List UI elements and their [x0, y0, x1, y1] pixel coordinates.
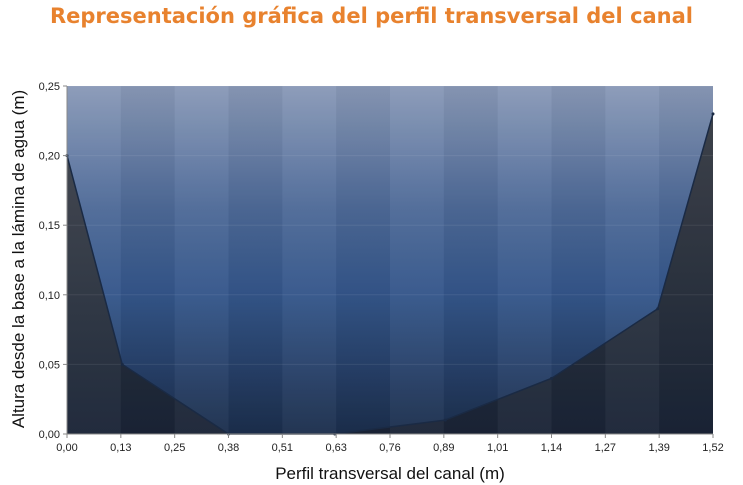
y-tick-label: 0,05	[39, 359, 60, 371]
shade-band	[659, 86, 713, 434]
x-tick-label: 0,63	[325, 442, 346, 454]
shade-band	[444, 86, 498, 434]
x-tick-label: 0,13	[110, 442, 131, 454]
y-tick-label: 0,25	[39, 81, 60, 93]
shade-band	[229, 86, 283, 434]
x-tick-label: 1,01	[487, 442, 508, 454]
channel-area	[67, 86, 713, 434]
y-axis-ticks: 0,00 0,05 0,10 0,15 0,20 0,25	[39, 81, 67, 441]
plot-area	[65, 85, 715, 436]
x-tick-label: 0,00	[56, 442, 77, 454]
bed-line	[66, 113, 714, 435]
y-tick-label: 0,20	[39, 151, 60, 163]
bed-point	[443, 418, 447, 422]
y-tick-label: 0,00	[39, 429, 60, 441]
x-tick-label: 1,27	[595, 442, 616, 454]
x-axis-title: Perfil transversal del canal (m)	[275, 464, 505, 483]
chart-title: Representación gráfica del perfil transv…	[49, 4, 694, 28]
bed-point	[120, 362, 124, 366]
y-tick-label: 0,15	[39, 220, 60, 232]
x-tick-label: 1,39	[648, 442, 669, 454]
x-tick-label: 0,89	[433, 442, 454, 454]
shade-band	[390, 86, 444, 434]
x-tick-label: 0,51	[272, 442, 293, 454]
x-tick-label: 0,76	[379, 442, 400, 454]
bed-point	[550, 376, 553, 380]
bed-point	[711, 112, 715, 116]
x-tick-label: 0,25	[164, 442, 185, 454]
y-tick-label: 0,10	[39, 290, 60, 302]
shade-band	[336, 86, 390, 434]
x-tick-label: 0,38	[218, 442, 239, 454]
shade-band	[282, 86, 336, 434]
shade-band	[175, 86, 229, 434]
shade-band	[552, 86, 606, 434]
y-axis-title: Altura desde la base a la lámina de agua…	[9, 90, 28, 428]
x-tick-label: 1,14	[541, 442, 562, 454]
x-tick-label: 1,52	[702, 442, 723, 454]
x-axis-ticks: 0,00 0,13 0,25 0,38 0,51 0,63 0,76 0,89 1,01 1,14…	[56, 434, 724, 454]
bed-point	[656, 307, 660, 311]
shade-band	[605, 86, 659, 434]
